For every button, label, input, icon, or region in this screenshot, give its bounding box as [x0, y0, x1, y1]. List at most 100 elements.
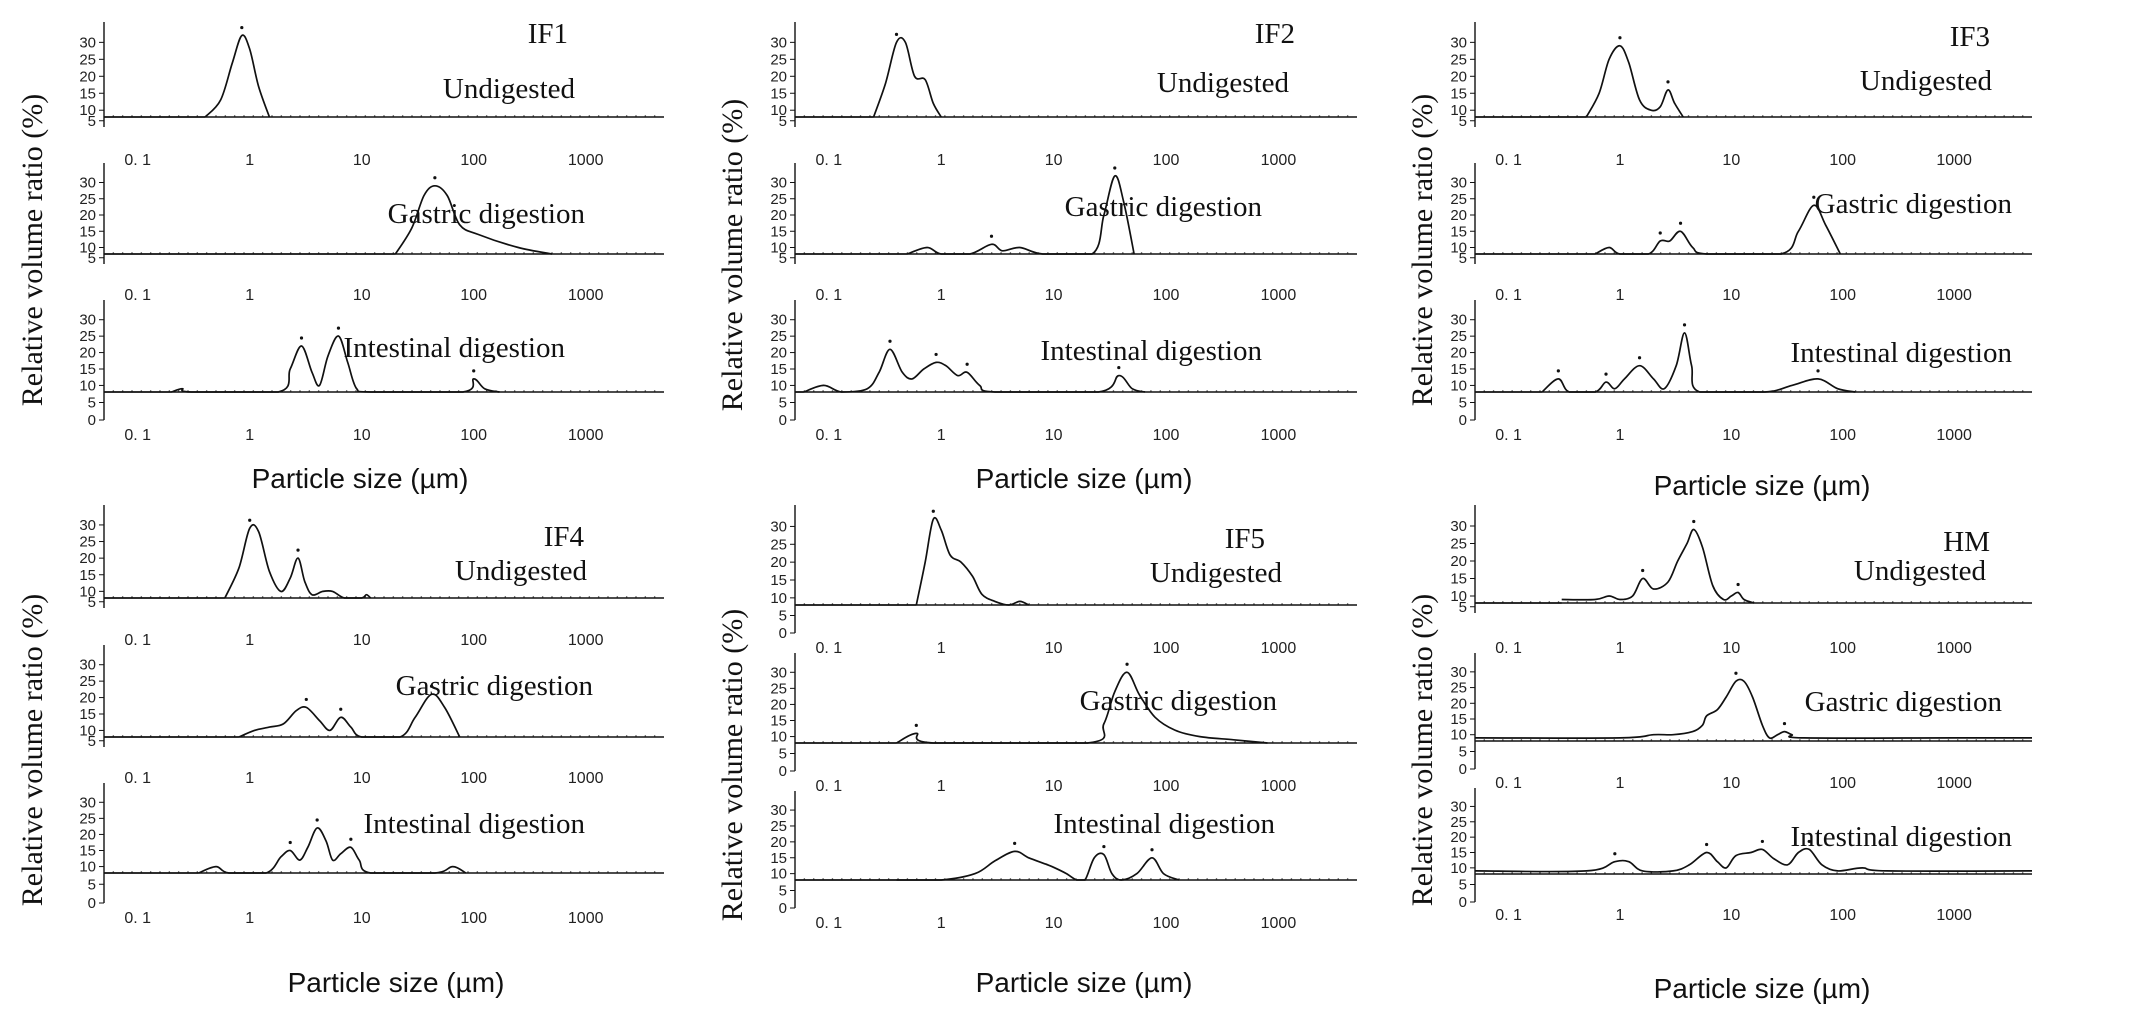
baseline-dot	[1206, 741, 1208, 743]
baseline-dot	[1984, 115, 1987, 117]
baseline-dot	[513, 252, 516, 254]
baseline-dot	[429, 735, 432, 737]
baseline-dot	[1122, 390, 1124, 392]
baseline-dot	[962, 115, 965, 117]
baseline-dot	[299, 735, 301, 737]
x-tick-label: 0. 1	[124, 287, 151, 304]
baseline-dot	[897, 115, 899, 117]
y-tick-label: 25	[770, 51, 787, 68]
baseline-dot	[1808, 252, 1810, 254]
baseline-dot	[1300, 390, 1302, 392]
x-tick-label: 10	[1722, 152, 1740, 169]
baseline-dot	[1929, 739, 1931, 741]
baseline-dot	[1734, 115, 1736, 117]
baseline-dot	[1956, 252, 1959, 254]
baseline-dot	[597, 252, 600, 254]
baseline-dot	[532, 252, 535, 254]
peak-marker	[1613, 852, 1617, 856]
x-tick-label: 0. 1	[815, 915, 842, 932]
baseline-dot	[457, 871, 460, 873]
baseline-dot	[336, 115, 339, 117]
baseline-dot	[1225, 603, 1227, 605]
baseline-dot	[607, 596, 609, 598]
y-tick-label: 30	[1450, 312, 1467, 329]
baseline-dot	[1845, 115, 1848, 117]
baseline-dot	[1678, 115, 1681, 117]
baseline-dot	[869, 390, 871, 392]
peak-marker	[914, 723, 918, 727]
baseline-dot	[1826, 390, 1829, 392]
baseline-dot	[1901, 252, 1903, 254]
baseline-dot	[1901, 390, 1903, 392]
baseline-dot	[1502, 739, 1504, 741]
baseline-dot	[504, 252, 507, 254]
x-tick-label: 1000	[568, 770, 604, 787]
baseline-dot	[1328, 390, 1330, 392]
baseline-dot	[1215, 115, 1218, 117]
baseline-dot	[1065, 878, 1068, 880]
baseline-dot	[560, 252, 563, 254]
x-tick-label: 100	[1153, 427, 1180, 444]
baseline-dot	[289, 115, 292, 117]
baseline-dot	[644, 871, 647, 873]
x-tick-label: 100	[1153, 778, 1180, 795]
baseline-dot	[1567, 739, 1569, 741]
baseline-dot	[467, 252, 469, 254]
peak-marker	[288, 840, 292, 845]
baseline-dot	[1281, 741, 1283, 743]
y-tick-label: 30	[770, 175, 787, 192]
subplot-label: Intestinal digestion	[1791, 337, 2013, 369]
baseline-dot	[1669, 252, 1671, 254]
x-axis-label: Particle size (µm)	[1654, 470, 1871, 501]
baseline-dot	[1539, 872, 1541, 874]
baseline-dot	[1771, 739, 1773, 741]
baseline-dot	[1678, 601, 1681, 603]
baseline-dot	[1789, 601, 1792, 603]
baseline-dot	[336, 871, 339, 873]
y-tick-label: 25	[770, 680, 787, 697]
baseline-dot	[523, 390, 525, 392]
subplot-label: Undigested	[1150, 557, 1283, 589]
y-tick-label: 5	[1459, 877, 1467, 894]
baseline-dot	[1919, 739, 1922, 741]
y-tick-label: 0	[779, 625, 787, 642]
x-tick-label: 1000	[1936, 152, 1972, 169]
x-axis-label: Particle size (µm)	[976, 967, 1193, 998]
y-tick-label: 30	[770, 802, 787, 819]
y-tick-label: 25	[1450, 680, 1467, 697]
baseline-dot	[317, 596, 320, 598]
baseline-dot	[485, 390, 488, 392]
baseline-dot	[1994, 252, 1996, 254]
x-tick-label: 1000	[1261, 152, 1297, 169]
series-line	[204, 34, 271, 118]
baseline-dot	[1187, 115, 1190, 117]
baseline-dot	[2021, 252, 2024, 254]
y-axis-label: Relative volume ratio (%)	[716, 99, 749, 411]
x-tick-label: 1000	[568, 910, 604, 927]
baseline-dot	[944, 390, 946, 392]
baseline-dot	[1743, 601, 1746, 603]
baseline-dot	[345, 735, 348, 737]
baseline-dot	[485, 735, 488, 737]
y-axis-label: Relative volume ratio (%)	[716, 609, 749, 921]
baseline-dot	[551, 871, 553, 873]
baseline-dot	[467, 596, 469, 598]
baseline-dot	[1140, 115, 1143, 117]
baseline-dot	[2012, 390, 2015, 392]
x-tick-label: 10	[1045, 152, 1063, 169]
baseline-dot	[625, 871, 628, 873]
y-tick-label: 10	[770, 240, 787, 257]
baseline-dot	[1771, 872, 1773, 874]
baseline-dot	[373, 115, 376, 117]
x-tick-label: 1	[937, 152, 946, 169]
baseline-dot	[1622, 601, 1625, 603]
baseline-dot	[597, 115, 600, 117]
baseline-dot	[579, 871, 581, 873]
y-axis-label: Relative volume ratio (%)	[16, 594, 49, 906]
peak-marker	[1013, 841, 1017, 845]
baseline-dot	[1337, 252, 1340, 254]
baseline-dot	[1613, 390, 1616, 392]
y-tick-label: 15	[770, 713, 787, 730]
